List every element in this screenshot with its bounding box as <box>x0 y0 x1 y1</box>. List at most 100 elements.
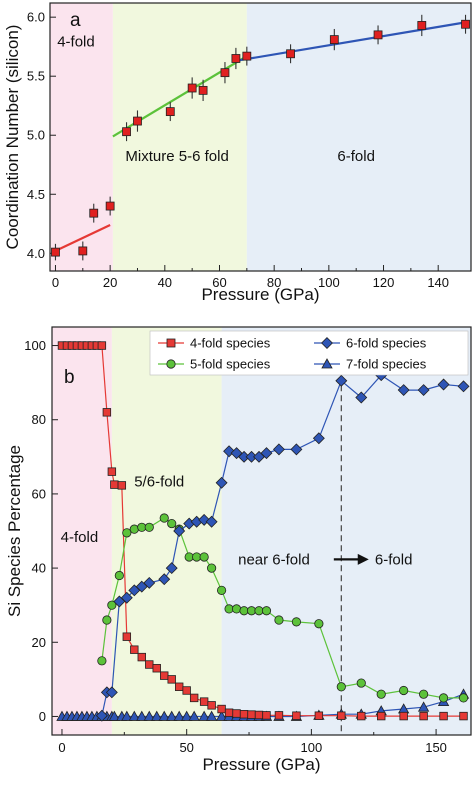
arrow-head <box>357 553 369 565</box>
panel-a-data-point <box>89 208 99 218</box>
data-point-diamond <box>290 443 303 456</box>
legend-marker <box>321 337 333 349</box>
panel-b-region-labels: 4-fold 5/6-fold near 6-fold 6-fold <box>61 473 413 568</box>
data-point-circle <box>129 524 139 534</box>
region-label-mixture: Mixture 5-6 fold <box>125 148 228 165</box>
panel-a-plot-frame <box>49 2 472 272</box>
data-point-triangle <box>136 710 148 721</box>
data-point-square <box>160 671 169 680</box>
legend-entry: 6-fold species <box>314 336 427 351</box>
data-point-triangle <box>188 710 200 721</box>
panel-a-data-point <box>231 54 241 63</box>
panel-b-y-tick-label: 80 <box>32 412 46 427</box>
data-point-square <box>110 480 119 489</box>
panel-b-y-tick-label: 100 <box>24 338 46 353</box>
panel-b-y-tick-label: 20 <box>32 635 46 650</box>
panel-b-region-label: near 6-fold <box>238 551 310 568</box>
data-point-circle <box>159 513 169 523</box>
legend-entry: 5-fold species <box>158 357 271 372</box>
legend-label: 6-fold species <box>346 336 427 351</box>
data-point-circle <box>356 678 366 688</box>
data-point-square <box>247 710 256 719</box>
panel-b-legend: 4-fold species 5-fold species 6-fold speci… <box>149 330 469 376</box>
panel-a-data-point <box>286 49 295 59</box>
data-point-circle <box>199 552 209 562</box>
data-point-square <box>122 632 132 641</box>
panel-a-data-points <box>51 14 470 261</box>
data-point-square <box>117 481 127 490</box>
panel-a-y-tick-label: 4.5 <box>27 187 45 202</box>
data-point-square <box>274 711 284 720</box>
panel-a-x-tick-label: 20 <box>103 275 117 290</box>
legend-label: 7-fold species <box>346 357 427 372</box>
panel-b-x-tick-label: 150 <box>425 740 447 755</box>
data-point-square <box>239 710 249 719</box>
data-point-diamond <box>120 591 133 604</box>
legend-box <box>149 330 469 376</box>
panel-a-x-tick-label: 80 <box>267 275 281 290</box>
data-point-circle <box>167 518 177 529</box>
data-point-circle <box>231 604 242 614</box>
data-point-circle <box>114 570 124 581</box>
panel-b-series <box>56 341 470 722</box>
data-point-circle <box>438 693 449 703</box>
data-point-square <box>459 711 468 721</box>
legend-marker <box>321 358 333 369</box>
data-point-triangle <box>108 710 121 721</box>
data-point-diamond <box>457 380 470 393</box>
data-point-square <box>262 711 271 720</box>
panel-b-region-label: 4-fold <box>61 529 99 546</box>
data-point-square <box>152 664 161 673</box>
data-point-circle <box>291 617 302 627</box>
data-point-triangle <box>128 710 140 721</box>
panel-a-x-tick-label: 0 <box>52 275 59 290</box>
panel-a-y-axis-label: Coordination Number (silicon) <box>3 25 22 250</box>
panel-a-fit-line-2 <box>235 20 469 62</box>
panel-a-x-tick-label: 40 <box>158 275 172 290</box>
data-point-diamond <box>165 562 178 575</box>
series-square <box>57 341 468 721</box>
data-point-triangle <box>158 710 170 721</box>
panel-a-data-point <box>51 247 60 257</box>
data-point-diamond <box>397 384 410 397</box>
data-point-circle <box>97 656 107 666</box>
data-point-diamond <box>205 515 218 528</box>
data-point-circle <box>274 615 284 625</box>
panel-a-tick-labels: 0 20 40 60 80 100 120 140 4.0 4.5 5.0 5.5 6.0 <box>27 10 449 290</box>
panel-a-y-tick-label: 4.0 <box>27 246 45 261</box>
panel-a-y-tick-label: 6.0 <box>27 10 45 25</box>
data-point-triangle <box>151 710 163 721</box>
data-point-circle <box>314 619 324 629</box>
data-point-square <box>199 697 209 706</box>
region-label-6-fold: 6-fold <box>337 148 375 165</box>
panel-b-regions <box>52 327 471 735</box>
series-diamond <box>95 369 470 722</box>
data-point-triangle <box>198 710 210 721</box>
data-point-circle <box>216 585 227 595</box>
panel-a-data-point <box>242 51 252 61</box>
panel-b-y-tick-label: 0 <box>39 709 46 724</box>
data-point-diamond <box>335 374 348 387</box>
data-point-diamond <box>417 384 430 397</box>
panel-a-data-point <box>187 83 197 93</box>
panel-a-data-point <box>220 68 230 78</box>
panel-b-ticks <box>52 345 437 735</box>
data-point-circle <box>376 689 386 699</box>
data-point-diamond <box>312 432 325 445</box>
legend-entry: 7-fold species <box>314 357 427 372</box>
data-point-square <box>174 682 184 691</box>
data-point-triangle <box>417 701 430 712</box>
legend-label: 4-fold species <box>190 336 271 351</box>
data-point-diamond <box>158 573 171 586</box>
data-point-circle <box>207 563 217 573</box>
panel-a-fit-line-0 <box>54 223 111 252</box>
panel-b-x-tick-label: 100 <box>301 740 323 755</box>
data-point-square <box>419 711 428 721</box>
panel-a-data-point <box>122 127 131 137</box>
panel-a-y-tick-label: 5.5 <box>27 69 45 84</box>
data-point-circle <box>144 522 154 532</box>
panel-b-region-0 <box>52 327 112 735</box>
data-point-circle <box>419 689 429 699</box>
data-point-square <box>224 708 234 717</box>
